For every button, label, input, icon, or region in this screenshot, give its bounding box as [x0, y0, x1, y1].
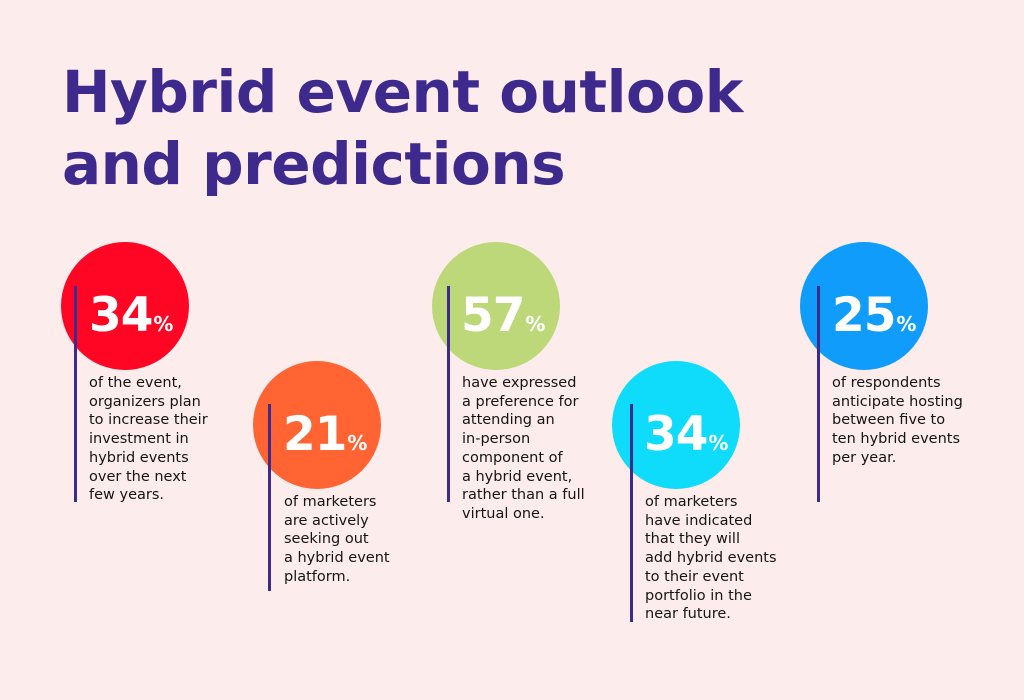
stat-divider-1: [74, 286, 77, 502]
stat-value-5: 25%: [832, 292, 916, 339]
title-line-1: Hybrid event outlook: [62, 58, 743, 126]
stat-description-5: of respondents anticipate hosting betwee…: [832, 375, 963, 466]
stat-unit-3: %: [525, 312, 546, 336]
stat-number-5: 25: [832, 288, 896, 343]
stat-description-4: of marketers have indicated that they wi…: [645, 494, 777, 623]
stat-description-3: have expressed a preference for attendin…: [462, 375, 585, 522]
stat-circle-3: [432, 242, 560, 370]
stat-circle-1: [61, 242, 189, 370]
stat-divider-3: [447, 286, 450, 502]
stat-number-1: 34: [89, 288, 153, 343]
stat-divider-2: [268, 404, 271, 591]
stat-value-1: 34%: [89, 292, 173, 339]
stat-circle-4: [612, 361, 740, 489]
stat-unit-5: %: [896, 312, 917, 336]
stat-unit-1: %: [153, 312, 174, 336]
stat-unit-4: %: [708, 431, 729, 455]
stat-value-4: 34%: [644, 411, 728, 458]
stat-number-4: 34: [644, 407, 708, 462]
stat-circle-2: [253, 361, 381, 489]
stat-value-2: 21%: [283, 411, 367, 458]
stat-value-3: 57%: [461, 292, 545, 339]
stat-description-1: of the event, organizers plan to increas…: [89, 375, 208, 504]
stat-unit-2: %: [347, 431, 368, 455]
stat-description-2: of marketers are actively seeking out a …: [284, 494, 390, 585]
stat-number-3: 57: [461, 288, 525, 343]
stat-divider-5: [817, 286, 820, 502]
page-title: Hybrid event outlook and predictions: [62, 56, 743, 200]
stat-number-2: 21: [283, 407, 347, 462]
stat-circle-5: [800, 242, 928, 370]
stat-divider-4: [630, 404, 633, 622]
title-line-2: and predictions: [62, 130, 566, 198]
